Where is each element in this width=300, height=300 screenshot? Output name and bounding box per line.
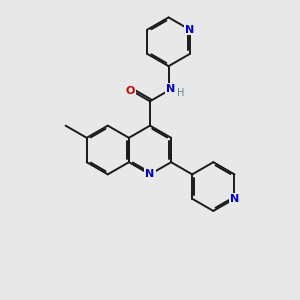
Text: N: N [230, 194, 239, 204]
Text: N: N [166, 84, 176, 94]
Text: H: H [177, 88, 185, 98]
Text: N: N [146, 169, 154, 179]
Text: N: N [185, 25, 194, 34]
Text: O: O [125, 85, 135, 95]
